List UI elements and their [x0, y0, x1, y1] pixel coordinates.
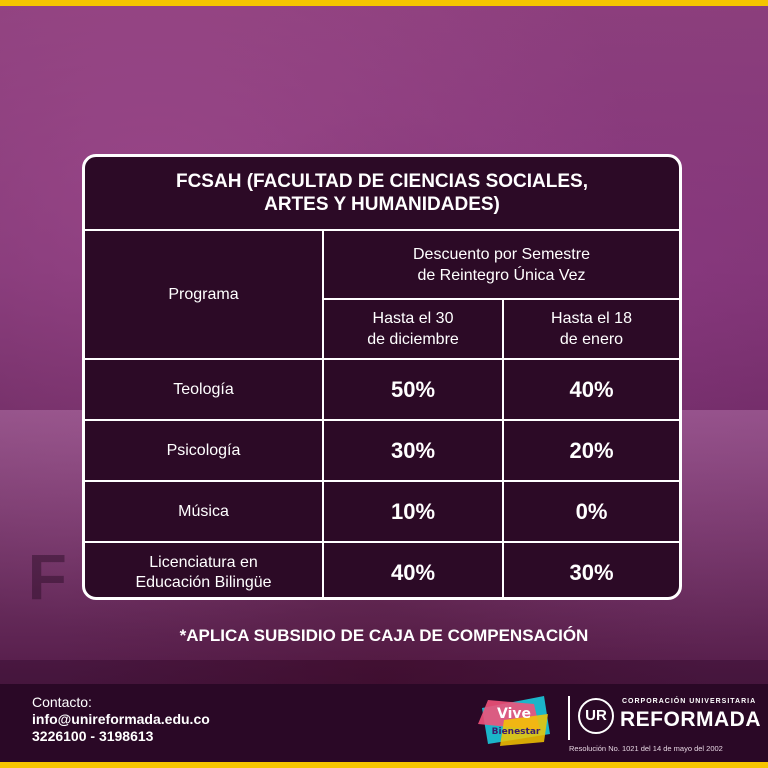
- table-header-row: Programa Descuento por Semestre de Reint…: [85, 231, 679, 360]
- discount-january: 30%: [502, 541, 679, 597]
- program-name: Teología: [85, 358, 324, 421]
- col-deadline-january: Hasta el 18 de enero: [502, 298, 679, 360]
- program-header: Programa: [85, 231, 324, 360]
- table-title: FCSAH (FACULTAD DE CIENCIAS SOCIALES, AR…: [85, 157, 679, 231]
- resolution-text: Resolución No. 1021 del 14 de mayo del 2…: [569, 744, 723, 753]
- contact-label: Contacto:: [32, 694, 92, 710]
- footer-bar: Contacto: info@unireformada.edu.co 32261…: [0, 684, 768, 762]
- ur-logo-icon: UR: [578, 698, 614, 734]
- discount-january: 40%: [502, 358, 679, 421]
- discount-header: Descuento por Semestre de Reintegro Únic…: [322, 231, 679, 300]
- discount-table: Programa Descuento por Semestre de Reint…: [85, 231, 679, 597]
- institution-small-text: CORPORACIÓN UNIVERSITARIA: [622, 698, 757, 705]
- discount-january: 0%: [502, 480, 679, 543]
- logo-divider: [568, 696, 570, 740]
- discount-december: 40%: [322, 541, 504, 597]
- table-row: Licenciatura en Educación Bilingüe 40% 3…: [85, 541, 679, 597]
- contact-phones: 3226100 - 3198613: [32, 728, 154, 744]
- program-name: Música: [85, 480, 324, 543]
- table-row: Psicología 30% 20%: [85, 419, 679, 482]
- contact-block: Contacto: info@unireformada.edu.co 32261…: [32, 694, 210, 745]
- vive-bienestar-logo: Vive Bienestar: [478, 696, 550, 746]
- col-deadline-december: Hasta el 30 de diciembre: [323, 298, 504, 360]
- discount-december: 30%: [322, 419, 504, 482]
- table-row: Música 10% 0%: [85, 480, 679, 543]
- program-name: Psicología: [85, 419, 324, 482]
- table-subheader-row: Hasta el 30 de diciembre Hasta el 18 de …: [85, 298, 679, 360]
- table-row: Teología 50% 40%: [85, 358, 679, 421]
- discount-january: 20%: [502, 419, 679, 482]
- discount-table-card: FCSAH (FACULTAD DE CIENCIAS SOCIALES, AR…: [82, 154, 682, 600]
- discount-december: 10%: [322, 480, 504, 543]
- institution-name: REFORMADA: [620, 708, 761, 731]
- vive-logo-text-top: Vive: [497, 706, 531, 722]
- subsidy-note: *APLICA SUBSIDIO DE CAJA DE COMPENSACIÓN: [179, 626, 589, 645]
- contact-email: info@unireformada.edu.co: [32, 711, 210, 727]
- discount-december: 50%: [322, 358, 504, 421]
- top-border: [0, 0, 768, 6]
- program-name: Licenciatura en Educación Bilingüe: [85, 541, 324, 597]
- bottom-border: [0, 762, 768, 768]
- vive-logo-text-bottom: Bienestar: [492, 727, 541, 737]
